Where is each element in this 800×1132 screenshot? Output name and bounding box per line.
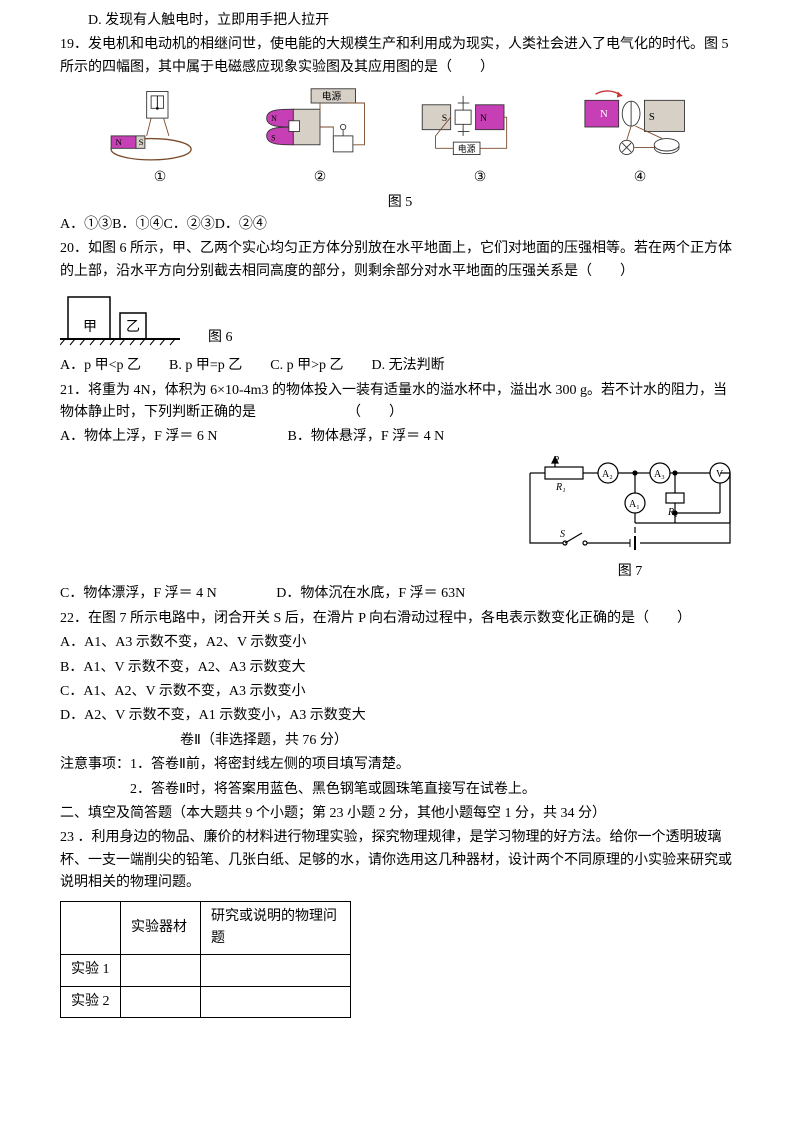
q23-stem: 23 ．利用身边的物品、廉价的材料进行物理实验，探究物理规律，是学习物理的好方法… — [60, 827, 740, 894]
fig7-caption: 图 7 — [520, 561, 740, 583]
svg-text:A₃: A₃ — [654, 469, 665, 480]
table-row-2-equipment[interactable] — [121, 986, 201, 1017]
q21-opts-ab: A．物体上浮，F 浮＝ 6 N B．物体悬浮，F 浮＝ 4 N — [60, 426, 740, 448]
fig5-svg-4: N S — [570, 87, 710, 167]
svg-text:S: S — [139, 137, 144, 147]
q20-options: A．p 甲<p 乙 B. p 甲=p 乙 C. p 甲>p 乙 D. 无法判断 — [60, 355, 740, 377]
svg-text:A₁: A₁ — [629, 499, 640, 510]
svg-text:N: N — [600, 109, 608, 120]
notice-2: 2．答卷Ⅱ时，将答案用蓝色、黑色钢笔或圆珠笔直接写在试卷上。 — [60, 779, 740, 801]
fig5-label-3: ③ — [474, 167, 487, 189]
fig6-caption: 图 6 — [208, 327, 233, 349]
fig5-caption: 图 5 — [60, 192, 740, 214]
q22-stem: 22．在图 7 所示电路中，闭合开关 S 后，在滑片 P 向右滑动过程中，各电表… — [60, 608, 740, 630]
svg-text:N: N — [480, 113, 487, 124]
experiment-table: 实验器材 研究或说明的物理问题 实验 1 实验 2 — [60, 901, 351, 1019]
q22-a: A．A1、A3 示数不变，A2、V 示数变小 — [60, 632, 740, 654]
svg-text:R₂: R₂ — [667, 507, 678, 518]
fig5-item-1: N S ① — [90, 87, 230, 189]
fig5-label-1: ① — [154, 167, 167, 189]
q22-b: B．A1、V 示数不变，A2、A3 示数变大 — [60, 657, 740, 679]
figure-5-row: N S ① 电源 N S ② — [60, 87, 740, 189]
svg-text:N: N — [116, 137, 123, 147]
svg-text:S: S — [560, 529, 565, 540]
table-header-problem: 研究或说明的物理问题 — [201, 901, 351, 955]
fig5-label-4: ④ — [634, 167, 647, 189]
figure-6: 甲 乙 图 6 — [60, 289, 740, 349]
table-row-1-problem[interactable] — [201, 955, 351, 986]
q18-opt-d: D. 发现有人触电时，立即用手把人拉开 — [60, 10, 740, 32]
svg-text:R₁: R₁ — [555, 482, 566, 493]
figure-7: P R₁ R₂ S A₂ A₃ A₁ V 图 7 — [520, 453, 740, 584]
svg-text:N: N — [271, 114, 277, 123]
fig5-item-3: S N 电源 ③ — [410, 87, 550, 189]
q19-options: A．①③B．①④C．②③D．②④ — [60, 214, 740, 236]
fig6-svg: 甲 乙 — [60, 289, 200, 349]
fig5-svg-3: S N 电源 — [410, 87, 550, 167]
q20-stem: 20．如图 6 所示，甲、乙两个实心均匀正方体分别放在水平地面上，它们对地面的压… — [60, 238, 740, 283]
q21-opts-cd: C．物体漂浮，F 浮＝ 4 N D．物体沉在水底，F 浮＝ 63N — [60, 583, 740, 605]
svg-text:甲: 甲 — [83, 320, 97, 335]
svg-text:S: S — [649, 112, 655, 123]
fig5-label-2: ② — [314, 167, 327, 189]
q22-c: C．A1、A2、V 示数不变，A3 示数变小 — [60, 681, 740, 703]
q21-stem: 21．将重为 4N，体积为 6×10-4m3 的物体投入一装有适量水的溢水杯中，… — [60, 380, 740, 425]
svg-text:S: S — [271, 134, 275, 143]
svg-text:电源: 电源 — [458, 143, 476, 154]
juan-ii-title: 卷Ⅱ（非选择题，共 76 分） — [60, 730, 740, 752]
q22-d: D．A2、V 示数不变，A1 示数变小，A3 示数变大 — [60, 705, 740, 727]
fig5-item-4: N S ④ — [570, 87, 710, 189]
table-row-1-equipment[interactable] — [121, 955, 201, 986]
fig5-svg-2: 电源 N S — [250, 87, 390, 167]
section-2-title: 二、填空及简答题（本大题共 9 个小题；第 23 小题 2 分，其他小题每空 1… — [60, 803, 740, 825]
q19-stem: 19．发电机和电动机的相继问世，使电能的大规模生产和利用成为现实，人类社会进入了… — [60, 34, 740, 79]
table-header-equipment: 实验器材 — [121, 901, 201, 955]
fig7-svg: P R₁ R₂ S A₂ A₃ A₁ V — [520, 453, 740, 553]
fig5-svg-1: N S — [90, 87, 230, 167]
svg-text:乙: 乙 — [126, 319, 140, 335]
svg-text:电源: 电源 — [322, 90, 342, 103]
svg-text:A₂: A₂ — [602, 469, 613, 480]
table-row-1-label: 实验 1 — [61, 955, 121, 986]
svg-text:P: P — [552, 455, 559, 466]
table-row-2-label: 实验 2 — [61, 986, 121, 1017]
fig5-item-2: 电源 N S ② — [250, 87, 390, 189]
svg-text:V: V — [716, 469, 724, 480]
notice-1: 注意事项：1．答卷Ⅱ前，将密封线左侧的项目填写清楚。 — [60, 754, 740, 776]
table-row-2-problem[interactable] — [201, 986, 351, 1017]
